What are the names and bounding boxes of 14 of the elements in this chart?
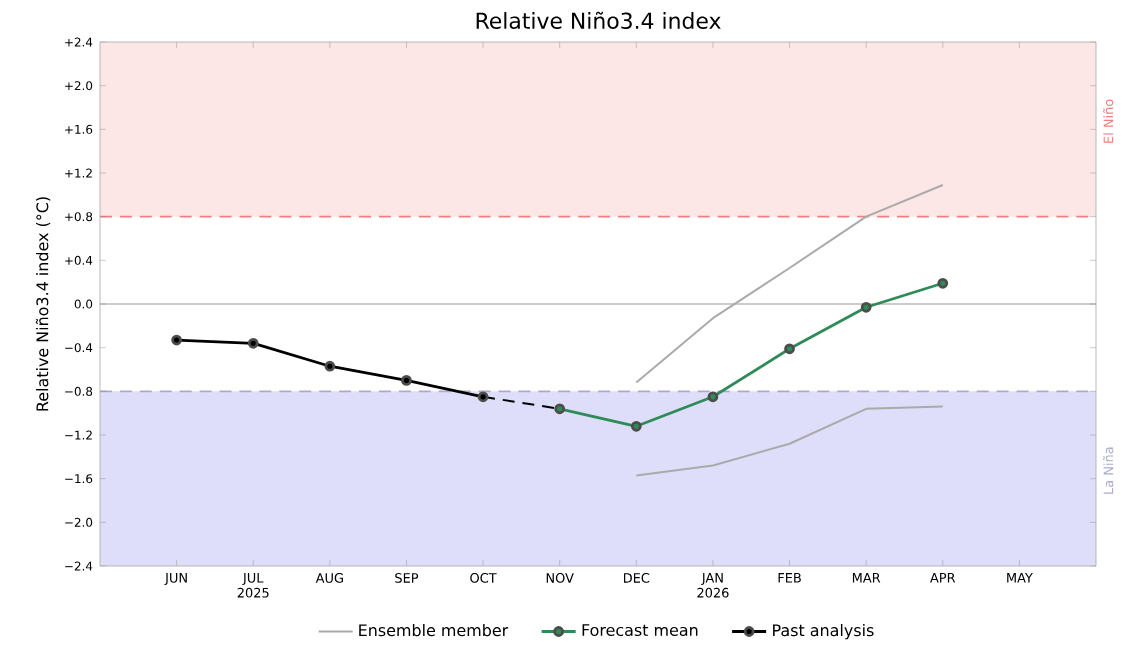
chart-title: Relative Niño3.4 index	[476, 11, 721, 30]
point	[477, 391, 489, 403]
point	[937, 277, 949, 289]
point	[784, 343, 795, 355]
point	[247, 337, 259, 349]
point	[860, 301, 872, 313]
point	[171, 334, 182, 346]
point	[401, 375, 412, 386]
line-series	[635, 184, 944, 384]
point	[630, 420, 642, 432]
point	[554, 403, 566, 415]
point	[324, 360, 336, 372]
point	[707, 391, 719, 403]
line-series	[635, 405, 944, 477]
